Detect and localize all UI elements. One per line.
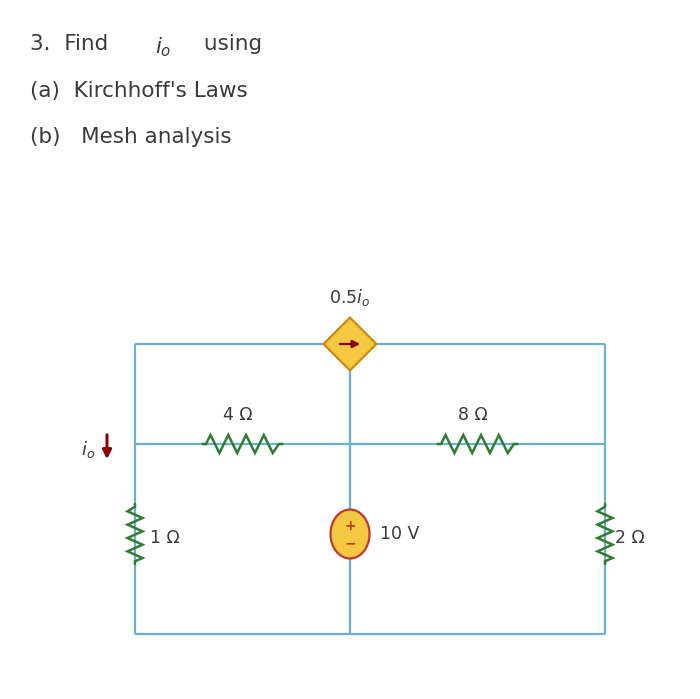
Text: 4 Ω: 4 Ω <box>223 406 252 424</box>
Text: 8 Ω: 8 Ω <box>458 406 487 424</box>
Text: $i_o$: $i_o$ <box>81 438 95 459</box>
Text: +: + <box>344 519 356 533</box>
Ellipse shape <box>330 510 370 559</box>
Text: 10 V: 10 V <box>380 525 419 543</box>
Text: 0.5$i_o$: 0.5$i_o$ <box>329 287 371 308</box>
Text: 3.  Find: 3. Find <box>30 34 115 54</box>
Text: (a)  Kirchhoff's Laws: (a) Kirchhoff's Laws <box>30 81 248 101</box>
Text: $i_o$: $i_o$ <box>155 35 172 59</box>
Text: −: − <box>344 536 356 550</box>
Text: using: using <box>197 34 262 54</box>
Text: 1 Ω: 1 Ω <box>150 529 180 547</box>
Polygon shape <box>323 317 377 370</box>
Text: (b)   Mesh analysis: (b) Mesh analysis <box>30 127 232 147</box>
Text: 2 Ω: 2 Ω <box>615 529 645 547</box>
